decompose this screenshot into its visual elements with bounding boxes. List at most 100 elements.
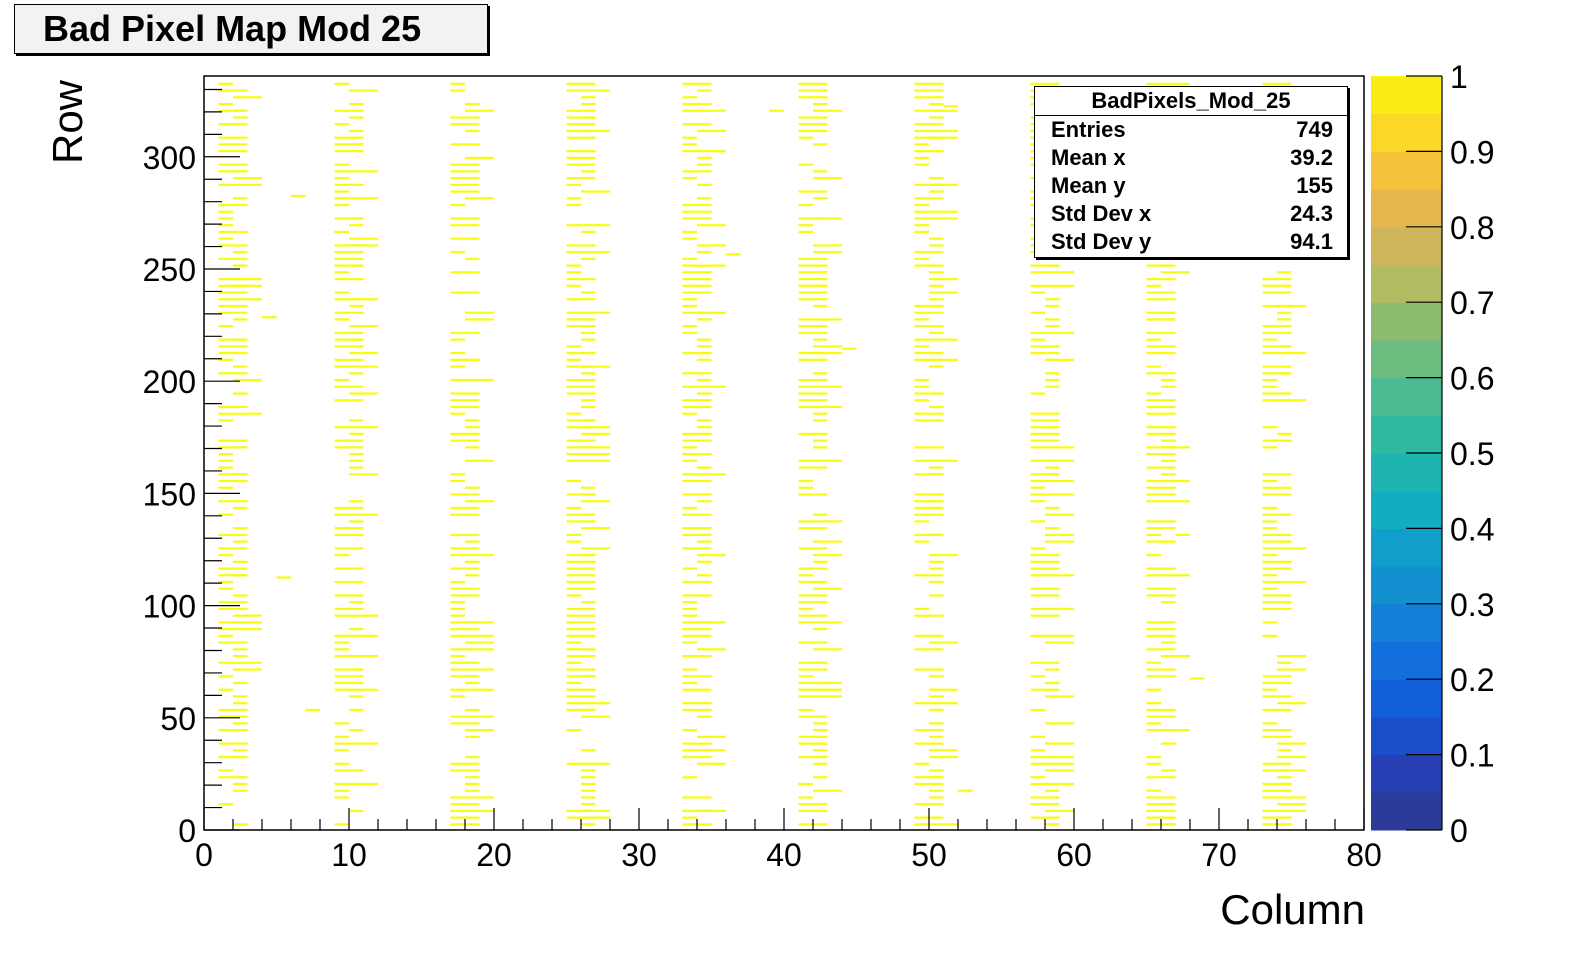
bad-pixel <box>450 203 465 207</box>
bad-pixel <box>697 708 712 712</box>
bad-pixel <box>1161 601 1176 604</box>
bad-pixel <box>1277 580 1306 584</box>
bad-pixel <box>1146 634 1161 637</box>
bad-pixel <box>1262 277 1277 281</box>
bad-pixel <box>1161 675 1176 678</box>
bad-pixel <box>1161 399 1176 402</box>
bad-pixel <box>813 695 842 698</box>
bad-pixel <box>349 345 364 348</box>
bad-pixel <box>450 634 465 637</box>
bad-pixel <box>813 527 828 530</box>
bad-pixel <box>1262 809 1277 813</box>
bad-pixel <box>682 742 697 745</box>
bad-pixel <box>233 527 248 530</box>
bad-pixel <box>349 277 364 281</box>
bad-pixel <box>233 506 248 510</box>
bad-pixel <box>233 601 248 604</box>
bad-pixel <box>1146 688 1161 691</box>
bad-pixel <box>1030 574 1045 577</box>
bad-pixel <box>1045 82 1060 85</box>
bad-pixel <box>450 493 465 496</box>
bad-pixel <box>581 432 610 436</box>
bad-pixel <box>682 230 697 234</box>
bad-pixel <box>798 459 813 462</box>
bad-pixel <box>566 702 581 705</box>
bad-pixel <box>1277 560 1292 563</box>
bad-pixel <box>813 729 828 732</box>
bad-pixel <box>813 298 828 301</box>
bad-pixel <box>798 675 813 678</box>
bad-pixel <box>682 291 712 294</box>
bad-pixel <box>929 729 944 732</box>
palette-band <box>1371 603 1442 642</box>
bad-pixel <box>581 486 596 489</box>
bad-pixel <box>1161 729 1190 732</box>
bad-pixel <box>1161 500 1190 503</box>
bad-pixel <box>813 459 842 462</box>
bad-pixel <box>914 338 929 341</box>
bad-pixel <box>929 298 944 301</box>
bad-pixel <box>450 580 465 584</box>
bad-pixel <box>682 96 697 99</box>
bad-pixel <box>1146 352 1161 355</box>
bad-pixel <box>813 271 828 274</box>
bad-pixel <box>1161 82 1190 85</box>
bad-pixel <box>233 372 248 375</box>
bad-pixel <box>334 318 349 321</box>
bad-pixel <box>813 560 828 563</box>
bad-pixel <box>697 109 726 112</box>
bad-pixel <box>218 661 233 664</box>
bad-pixel <box>581 325 596 328</box>
bad-pixel <box>1045 446 1074 449</box>
palette-band <box>1371 339 1442 379</box>
bad-pixel <box>813 412 828 415</box>
bad-pixel <box>233 257 248 260</box>
bad-pixel <box>929 459 958 462</box>
bad-pixel <box>697 527 712 530</box>
bad-pixel <box>465 116 480 119</box>
bad-pixel <box>218 459 233 462</box>
bad-pixel <box>682 479 697 483</box>
bad-pixel <box>1262 553 1277 557</box>
bad-pixel <box>682 628 697 631</box>
bad-pixel <box>349 244 378 247</box>
bad-pixel <box>566 197 581 200</box>
bad-pixel <box>1030 553 1045 557</box>
bad-pixel <box>1146 345 1161 348</box>
bad-pixel <box>1030 776 1045 779</box>
bad-pixel <box>697 453 712 456</box>
bad-pixel <box>349 614 378 617</box>
bad-pixel <box>914 96 944 99</box>
bad-pixel <box>929 769 944 772</box>
bad-pixel <box>566 183 581 186</box>
bad-pixel <box>1262 479 1277 483</box>
bad-pixel <box>233 742 248 745</box>
bad-pixel <box>1262 284 1277 287</box>
bad-pixel <box>334 291 349 294</box>
bad-pixel <box>233 567 248 570</box>
bad-pixel <box>450 722 465 725</box>
bad-pixel <box>1030 520 1045 523</box>
bad-pixel <box>813 580 828 584</box>
bad-pixel <box>813 372 828 375</box>
stats-label: Entries <box>1051 117 1126 142</box>
bad-pixel <box>813 244 842 247</box>
bad-pixel <box>349 237 378 240</box>
palette-band <box>1371 490 1442 529</box>
bad-pixel <box>929 466 944 469</box>
palette-tick-label: 0.4 <box>1450 511 1494 547</box>
bad-pixel <box>465 109 494 112</box>
bad-pixel <box>218 621 233 624</box>
bad-pixel <box>813 688 842 691</box>
bad-pixel <box>813 277 828 281</box>
bad-pixel <box>1277 352 1306 355</box>
bad-pixel <box>697 755 712 759</box>
bad-pixel <box>581 419 596 422</box>
bad-pixel <box>465 224 480 227</box>
bad-pixel <box>566 459 581 462</box>
bad-pixel <box>1277 82 1292 85</box>
bad-pixel <box>566 203 581 207</box>
bad-pixel <box>349 264 364 267</box>
bad-pixel <box>1262 473 1277 476</box>
bad-pixel <box>349 217 364 220</box>
